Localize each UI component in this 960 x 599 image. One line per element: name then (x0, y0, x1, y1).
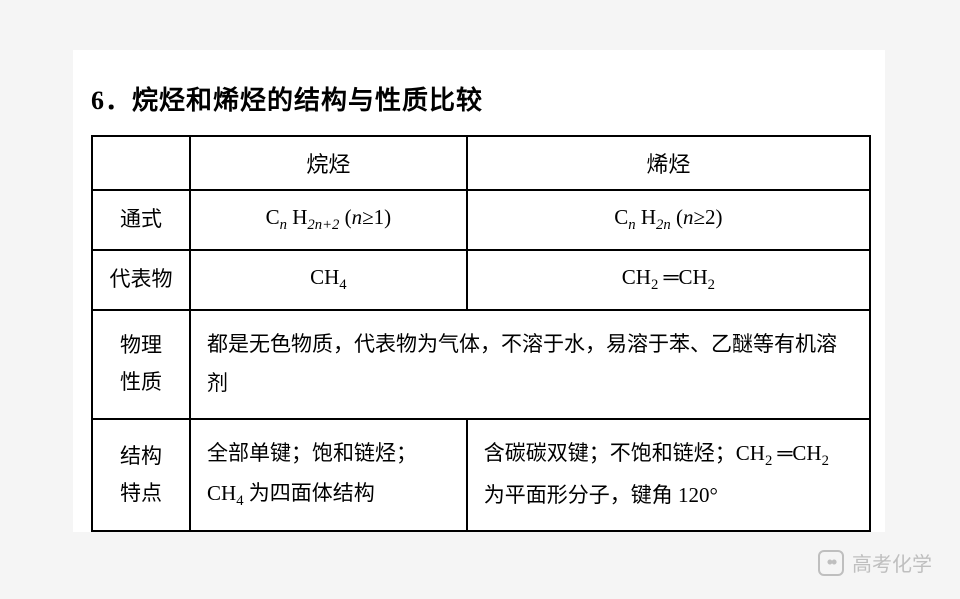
cell-rep-alkane: CH4 (190, 250, 467, 310)
row-structure: 结构 特点 全部单键；饱和链烃；CH4 为四面体结构 含碳碳双键；不饱和链烃；C… (92, 419, 870, 531)
col-header-alkene: 烯烃 (467, 136, 870, 190)
cell-rep-alkene: CH2 ═CH2 (467, 250, 870, 310)
cell-struct-alkene: 含碳碳双键；不饱和链烃；CH2 ═CH2 为平面形分子，键角 120° (467, 419, 870, 531)
document-page: 6．烷烃和烯烃的结构与性质比较 烷烃 烯烃 通式 Cn H2n+2 (n≥1) … (73, 50, 885, 532)
comparison-table: 烷烃 烯烃 通式 Cn H2n+2 (n≥1) Cn H2n (n≥2) 代表物… (91, 135, 871, 532)
watermark-text: 高考化学 (852, 548, 932, 577)
row-representative: 代表物 CH4 CH2 ═CH2 (92, 250, 870, 310)
row-general-formula: 通式 Cn H2n+2 (n≥1) Cn H2n (n≥2) (92, 190, 870, 250)
col-header-alkane: 烷烃 (190, 136, 467, 190)
wechat-icon-glyph: •• (827, 553, 836, 571)
row-label-physical-l1: 物理 (120, 333, 162, 357)
watermark: •• 高考化学 (818, 548, 932, 577)
cell-physical-merged: 都是无色物质，代表物为气体，不溶于水，易溶于苯、乙醚等有机溶剂 (190, 310, 870, 420)
wechat-icon: •• (818, 550, 844, 576)
header-blank-cell (92, 136, 190, 190)
row-label-structure-l1: 结构 (120, 444, 162, 468)
row-physical-properties: 物理 性质 都是无色物质，代表物为气体，不溶于水，易溶于苯、乙醚等有机溶剂 (92, 310, 870, 420)
row-label-formula: 通式 (92, 190, 190, 250)
row-label-physical-l2: 性质 (120, 370, 162, 394)
row-label-structure-l2: 特点 (120, 481, 162, 505)
cell-formula-alkene: Cn H2n (n≥2) (467, 190, 870, 250)
row-label-representative: 代表物 (92, 250, 190, 310)
cell-formula-alkane: Cn H2n+2 (n≥1) (190, 190, 467, 250)
row-label-physical: 物理 性质 (92, 310, 190, 420)
section-heading: 6．烷烃和烯烃的结构与性质比较 (91, 80, 885, 117)
cell-struct-alkane: 全部单键；饱和链烃；CH4 为四面体结构 (190, 419, 467, 531)
row-label-structure: 结构 特点 (92, 419, 190, 531)
table-header-row: 烷烃 烯烃 (92, 136, 870, 190)
